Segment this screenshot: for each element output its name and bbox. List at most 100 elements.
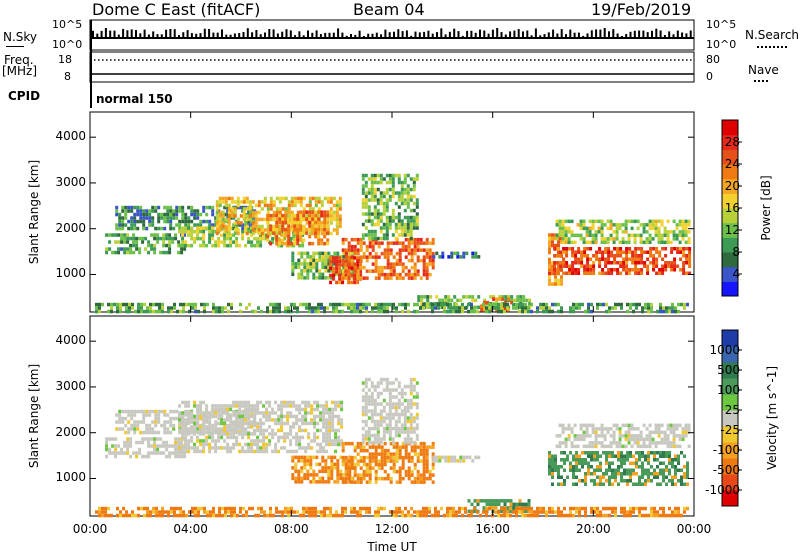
data-cell [519, 305, 523, 310]
data-cell [657, 219, 661, 224]
data-cell [156, 236, 160, 241]
data-cell [449, 306, 452, 310]
data-cell [548, 264, 551, 269]
data-cell [632, 454, 635, 458]
data-cell [620, 461, 623, 465]
data-cell [385, 187, 389, 192]
data-cell [397, 180, 401, 185]
data-cell [298, 446, 302, 450]
data-cell [364, 409, 368, 413]
data-cell [431, 262, 435, 266]
data-cell [614, 475, 617, 479]
data-cell [194, 302, 197, 307]
data-cell [350, 480, 354, 484]
data-cell [403, 208, 407, 213]
data-cell [238, 414, 242, 419]
data-cell [380, 269, 384, 273]
data-cell [241, 418, 245, 422]
nsky-bar [431, 33, 434, 38]
data-cell [609, 226, 613, 231]
data-cell [455, 309, 458, 314]
data-cell [450, 255, 454, 259]
data-cell [181, 219, 185, 224]
data-cell [296, 306, 299, 310]
data-cell [353, 469, 357, 474]
data-cell [250, 439, 254, 443]
data-cell [383, 251, 387, 256]
data-cell [416, 480, 420, 484]
data-cell [388, 409, 392, 413]
data-cell [595, 250, 599, 254]
data-cell [604, 264, 608, 268]
data-cell [383, 276, 387, 280]
data-cell [331, 407, 335, 412]
data-cell [239, 302, 242, 307]
data-cell [247, 435, 251, 440]
data-cell [679, 268, 683, 272]
data-cell [126, 240, 130, 244]
data-cell [291, 262, 295, 266]
data-cell [359, 302, 362, 307]
data-cell [217, 428, 221, 433]
data-cell [344, 248, 348, 252]
data-cell [181, 418, 185, 422]
data-cell [326, 220, 330, 225]
data-cell [422, 258, 426, 263]
data-cell [137, 309, 140, 314]
data-cell [297, 265, 301, 270]
data-cell [321, 469, 325, 474]
data-cell [233, 228, 237, 232]
data-cell [413, 466, 417, 470]
data-cell [364, 219, 368, 223]
data-cell [286, 418, 290, 422]
data-cell [244, 229, 248, 234]
data-cell [163, 216, 167, 220]
data-cell [327, 262, 331, 266]
data-cell [217, 404, 221, 408]
data-cell [341, 506, 344, 511]
data-cell [662, 461, 665, 465]
data-cell [214, 243, 218, 248]
data-cell [519, 295, 523, 299]
data-cell [512, 502, 516, 507]
data-cell [674, 465, 677, 469]
data-cell [196, 439, 200, 443]
data-cell [187, 411, 191, 415]
data-cell [155, 506, 158, 511]
data-cell [626, 302, 629, 307]
data-cell [601, 271, 605, 275]
data-cell [274, 432, 278, 436]
data-cell [607, 261, 611, 265]
data-cell [299, 234, 303, 239]
data-cell [593, 458, 596, 462]
data-cell [647, 472, 650, 476]
data-cell [371, 241, 375, 245]
data-cell [632, 472, 635, 476]
data-cell [190, 229, 194, 234]
data-cell [149, 302, 152, 307]
data-cell [567, 237, 571, 241]
data-cell [185, 302, 188, 307]
data-cell [245, 224, 249, 229]
data-cell [329, 231, 333, 236]
data-cell [645, 444, 649, 449]
data-cell [664, 264, 668, 268]
data-cell [190, 416, 194, 421]
data-cell [638, 458, 641, 462]
nsky-bar [345, 35, 348, 38]
data-cell [379, 437, 383, 441]
data-cell [187, 216, 191, 220]
data-cell [303, 459, 307, 463]
data-cell [339, 455, 343, 460]
data-cell [236, 228, 240, 232]
data-cell [599, 482, 602, 486]
data-cell [412, 194, 416, 199]
data-cell [316, 414, 320, 419]
data-cell [190, 420, 194, 424]
nsky-bar [663, 35, 666, 38]
data-cell [382, 430, 386, 434]
data-cell [626, 451, 629, 455]
data-cell [391, 395, 395, 399]
data-cell [269, 513, 272, 518]
data-cell [292, 425, 296, 429]
